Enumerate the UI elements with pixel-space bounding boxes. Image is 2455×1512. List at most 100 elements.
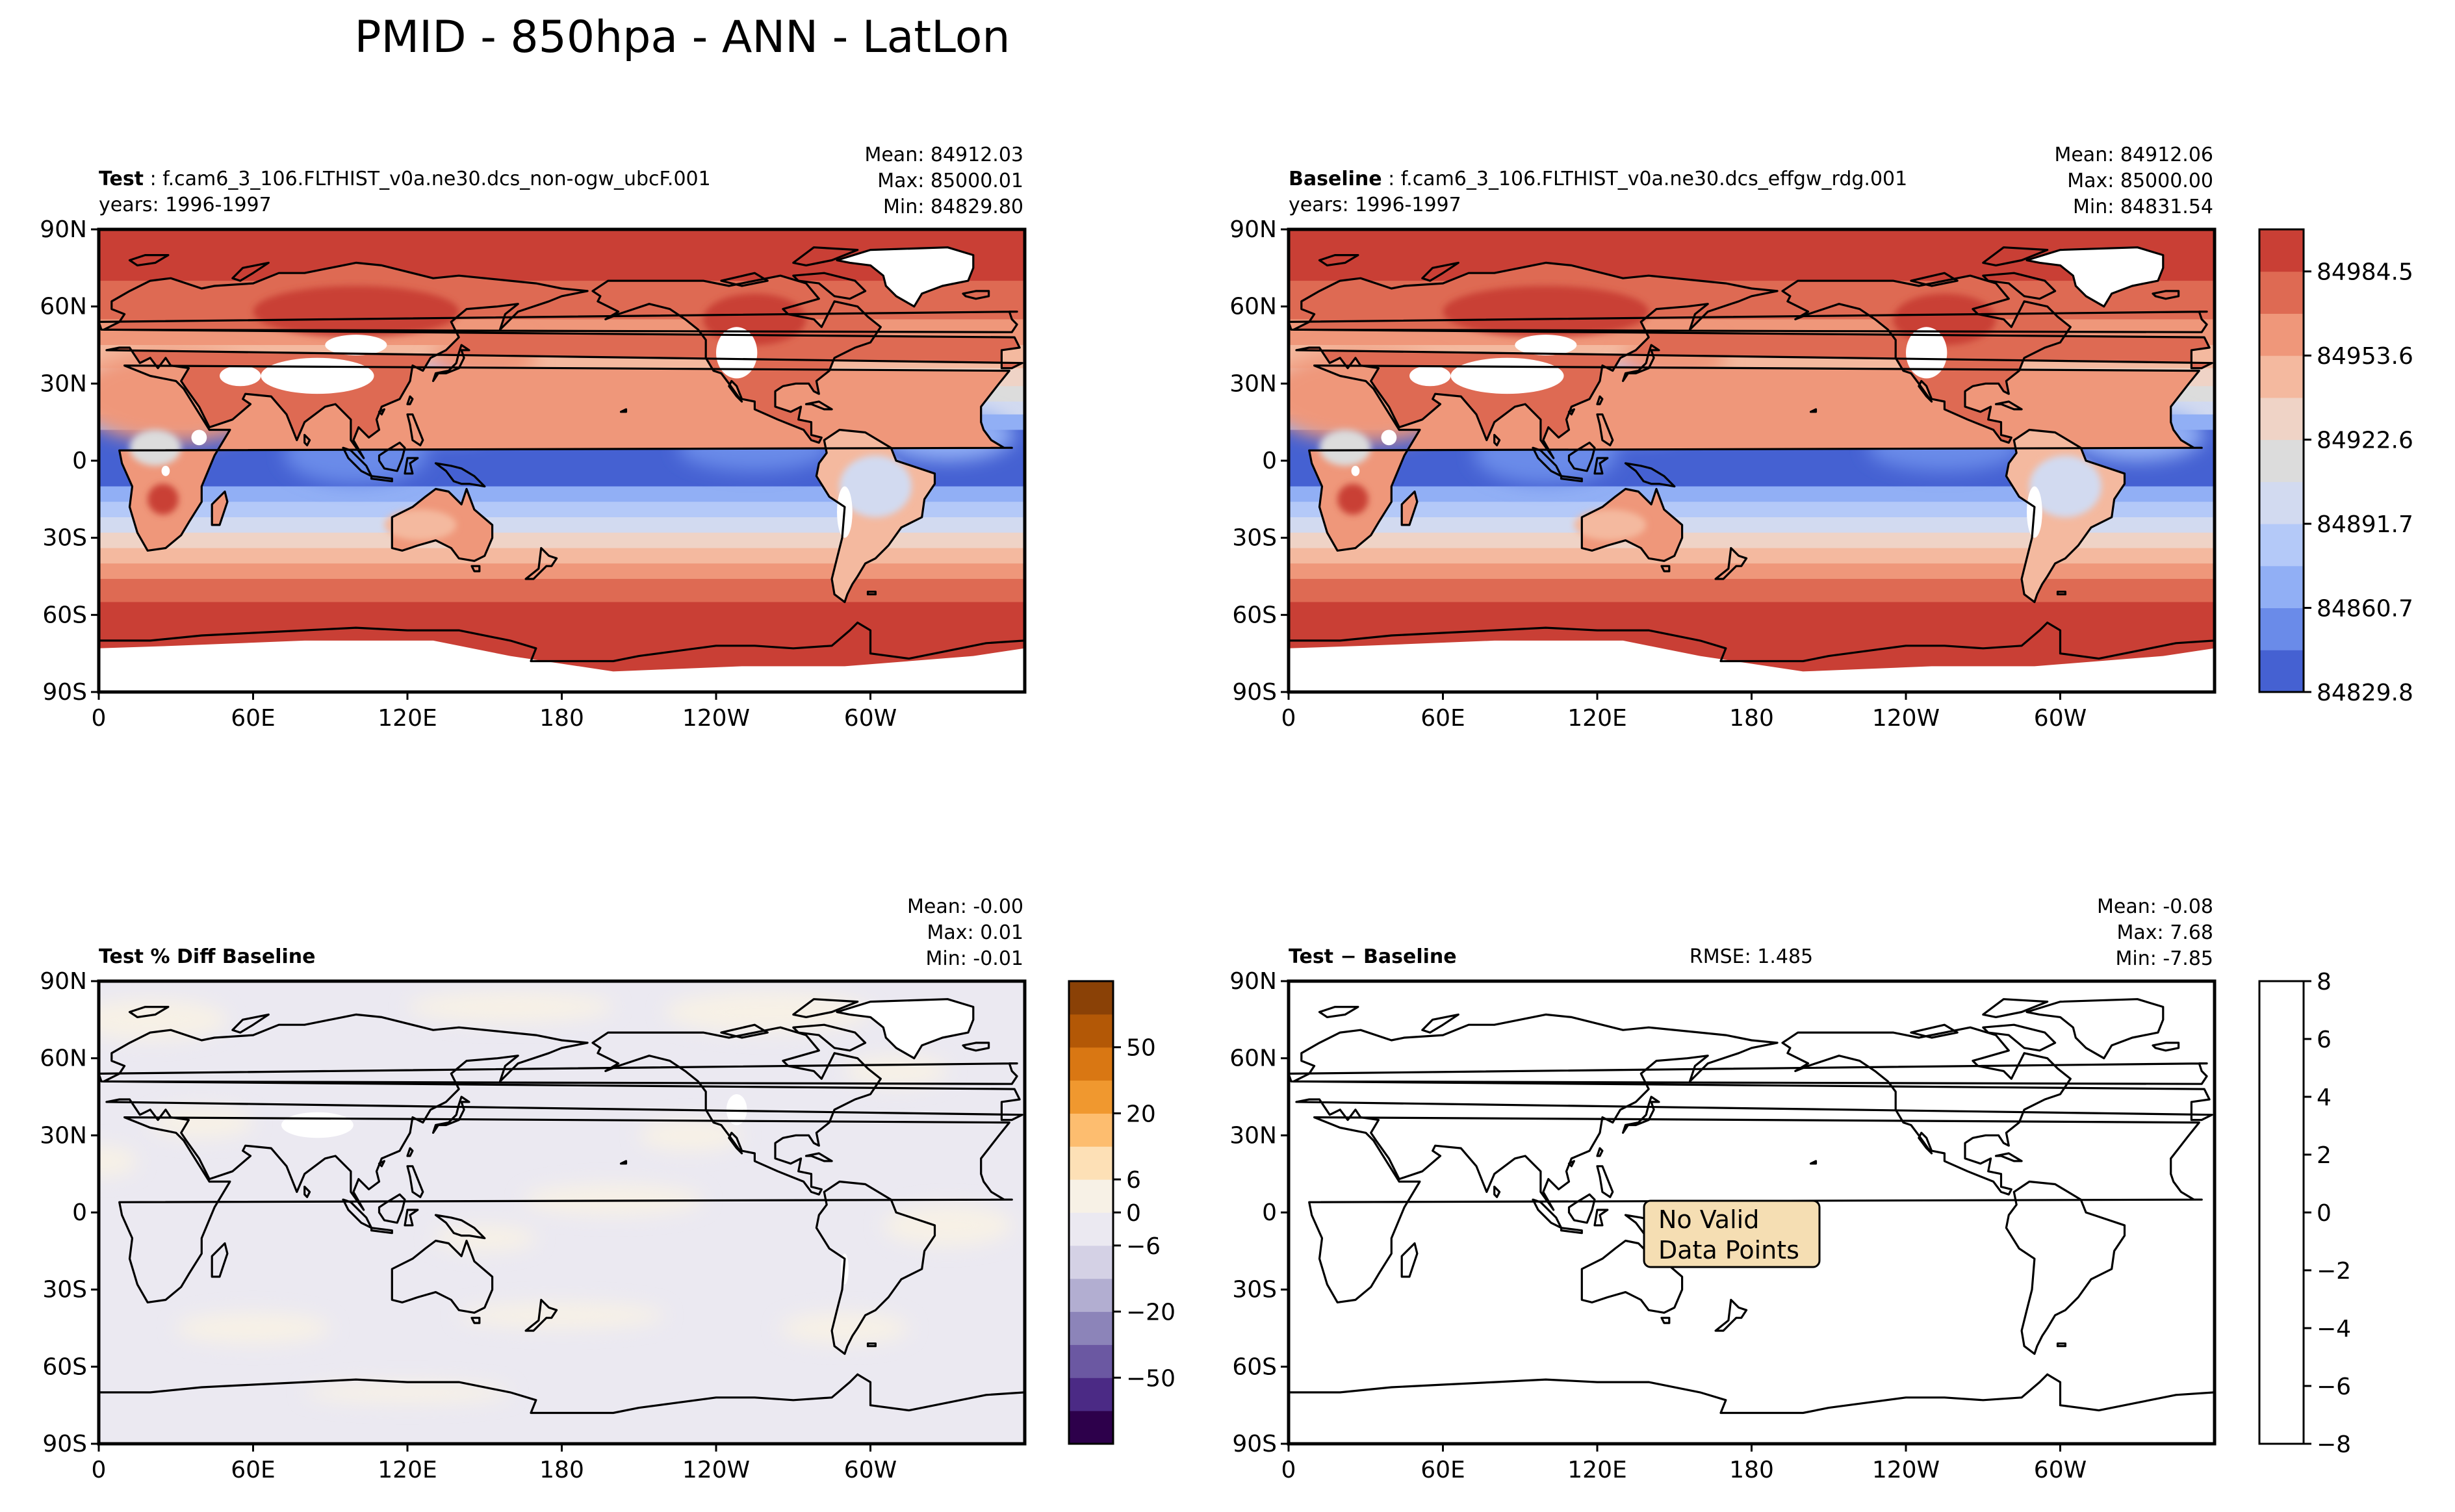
iran-mask xyxy=(220,365,261,387)
ytick-label: 60S xyxy=(42,602,87,628)
ytick-label: 30N xyxy=(1229,370,1277,397)
panel-diff-max: Max: 7.68 xyxy=(2117,921,2213,944)
field-patch xyxy=(99,1146,138,1177)
ytick-label: 0 xyxy=(72,448,87,474)
terrain-mask xyxy=(99,247,1025,692)
colorbar-pctdiff-level xyxy=(1069,1212,1113,1246)
coastline-newGuinea xyxy=(434,462,486,488)
map-baseline xyxy=(1289,229,2215,692)
xtick-label: 120E xyxy=(1567,705,1626,732)
coastline-southAmerica xyxy=(2005,428,2126,604)
coastline-madagascar xyxy=(211,1242,229,1278)
coastline-sriLanka xyxy=(303,433,311,446)
east-africa-mask xyxy=(1351,465,1360,476)
coastline-sriLanka xyxy=(1493,1185,1501,1198)
colorbar-diff-tick-label: 4 xyxy=(2317,1084,2332,1111)
field-patch xyxy=(523,1184,704,1215)
colorbar-main-tick-label: 84891.7 xyxy=(2317,511,2413,538)
coastline-iceland xyxy=(962,1042,990,1052)
coastline-baffin xyxy=(1982,272,2057,300)
coastline-svalbard xyxy=(1318,1005,1359,1019)
coastline-novaya xyxy=(1421,261,1459,282)
australia-interior xyxy=(1574,509,1647,541)
coastline-falkland xyxy=(2056,1342,2066,1348)
coastline-southAmerica xyxy=(815,1180,936,1355)
coastline-newGuinea xyxy=(1624,462,1676,488)
coastline-northAmerica xyxy=(1781,274,2072,444)
coastline-java xyxy=(1560,1227,1583,1235)
coastline-sulawesi xyxy=(1593,457,1609,475)
coastline-baffin xyxy=(792,272,867,300)
coastline-ellesmere xyxy=(1982,998,2049,1019)
ytick-label: 60N xyxy=(40,1045,87,1072)
coastline-iceland xyxy=(2152,290,2180,300)
xtick-label: 180 xyxy=(1729,705,1774,732)
colorbar-main-level xyxy=(2259,524,2304,567)
coastline-eurasia xyxy=(103,261,1023,459)
coastline-baffin xyxy=(1982,1023,2057,1052)
coastline-svalbard xyxy=(128,254,170,266)
coastline-svalbard xyxy=(128,1005,170,1019)
ytick-label: 90N xyxy=(40,968,87,995)
field-band xyxy=(99,563,1025,580)
colorbar-pctdiff-level xyxy=(1069,1311,1113,1345)
panel-baseline-label-case: : f.cam6_3_106.FLTHIST_v0a.ne30.dcs_effg… xyxy=(1382,168,1908,190)
xtick-label: 60E xyxy=(231,705,276,732)
panel-baseline-mean: Mean: 84912.06 xyxy=(2054,144,2213,166)
colorbar-pctdiff-tick-label: −20 xyxy=(1126,1300,1176,1326)
colorbar-pctdiff-level xyxy=(1069,1245,1113,1279)
panel-test-title: Test : f.cam6_3_106.FLTHIST_v0a.ne30.dcs… xyxy=(99,168,711,190)
colorbar-main-tick-label: 84953.6 xyxy=(2317,343,2413,370)
xtick-label: 120W xyxy=(682,705,750,732)
coastline-borneo xyxy=(1567,441,1596,472)
coastline-tasmania xyxy=(470,1316,481,1324)
antarctica-mask xyxy=(99,640,1025,692)
coastline-novaya xyxy=(231,1013,270,1034)
colorbar-pctdiff-level xyxy=(1069,1146,1113,1180)
ytick-label: 0 xyxy=(1262,1199,1277,1226)
panel-baseline-label-bold: Baseline xyxy=(1289,168,1382,190)
coastlines xyxy=(1289,998,2215,1444)
coastlines xyxy=(1289,246,2215,692)
colorbar-pctdiff-level xyxy=(1069,1014,1113,1048)
xtick-label: 60W xyxy=(2034,705,2087,732)
ytick-label: 30N xyxy=(40,370,87,397)
ethiopia-mask xyxy=(191,429,207,446)
ytick-label: 90S xyxy=(42,679,87,706)
xtick-label: 120E xyxy=(1567,1457,1626,1483)
coastline-eurasia xyxy=(1292,1013,2213,1211)
field-band xyxy=(99,578,1025,603)
coastline-northAmerica xyxy=(1781,1026,2072,1196)
colorbar-pctdiff-level xyxy=(1069,1278,1113,1313)
xtick-label: 180 xyxy=(539,1457,584,1483)
coastline-borneo xyxy=(378,1193,406,1224)
coastline-iceland xyxy=(2152,1042,2180,1052)
xtick-label: 60E xyxy=(1420,705,1465,732)
coastline-southAmerica xyxy=(2005,1180,2126,1355)
amazon-low xyxy=(2029,455,2102,518)
ytick-label: 90N xyxy=(1229,216,1277,243)
ytick-label: 60S xyxy=(1232,602,1277,628)
colorbar-pctdiff: 50 20 6 0 −6 −20 −50 xyxy=(1068,980,1176,1445)
coastlines xyxy=(99,998,1025,1444)
coastline-taiwan xyxy=(406,1147,414,1157)
ytick-label: 60S xyxy=(1232,1353,1277,1380)
coastline-java xyxy=(370,1227,393,1235)
colorbar-main-level xyxy=(2259,439,2304,482)
ytick-label: 30N xyxy=(40,1122,87,1149)
colorbar-pctdiff-tick-label: 50 xyxy=(1126,1035,1156,1062)
coastline-northAmerica xyxy=(591,274,882,444)
xtick-label: 60W xyxy=(2034,1457,2087,1483)
xtick-label: 60W xyxy=(844,705,897,732)
coastline-nz xyxy=(524,1298,558,1332)
xtick-label: 0 xyxy=(1281,705,1296,732)
field-patch xyxy=(639,1120,742,1151)
colorbar-diff-frame xyxy=(2258,980,2305,1445)
coastline-falkland xyxy=(866,591,877,596)
xtick-label: 60W xyxy=(844,1457,897,1483)
panel-baseline-max: Max: 85000.00 xyxy=(2067,170,2213,192)
colorbar-pctdiff-tick-label: −50 xyxy=(1126,1365,1176,1392)
